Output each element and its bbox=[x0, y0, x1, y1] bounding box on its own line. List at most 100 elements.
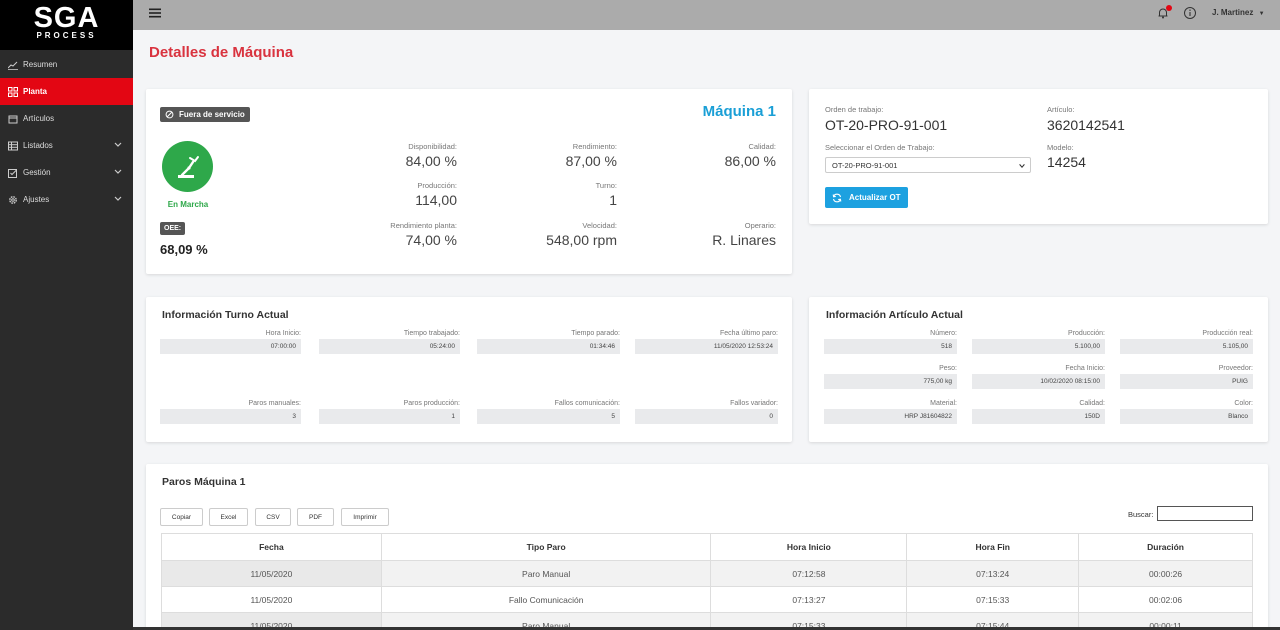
sidebar-item-resumen[interactable]: Resumen bbox=[0, 51, 133, 78]
gear-icon bbox=[8, 195, 18, 205]
metric-disponibilidad: Disponibilidad: 84,00 % bbox=[406, 142, 457, 169]
field-fecha-ultimo-paro: Fecha último paro: 11/05/2020 12:53:24 bbox=[635, 330, 778, 354]
table-cell: 07:15:44 bbox=[906, 612, 1080, 630]
table-cell: Fallo Comunicación bbox=[380, 586, 712, 613]
field-label: Fallos comunicación: bbox=[554, 400, 620, 407]
csv-button[interactable]: CSV bbox=[255, 508, 291, 526]
table-cell: 07:15:33 bbox=[906, 586, 1080, 613]
hamburger-menu-icon[interactable] bbox=[148, 6, 162, 20]
sidebar-item-label: Planta bbox=[23, 87, 48, 96]
search-input[interactable] bbox=[1157, 506, 1253, 521]
column-header-hora-fin[interactable]: Hora Fin bbox=[906, 533, 1080, 561]
brand-subtitle: PROCESS bbox=[36, 31, 97, 40]
sidebar-item-ajustes[interactable]: Ajustes bbox=[0, 186, 133, 213]
sidebar-item-articulos[interactable]: Artículos bbox=[0, 105, 133, 132]
field-value: HRP J81604822 bbox=[824, 409, 957, 424]
metric-rendimiento: Rendimiento: 87,00 % bbox=[566, 142, 617, 169]
column-header-duracion[interactable]: Duración bbox=[1078, 533, 1253, 561]
field-label: Número: bbox=[930, 330, 957, 337]
print-button[interactable]: Imprimir bbox=[341, 508, 389, 526]
field-label: Tiempo trabajado: bbox=[403, 330, 460, 337]
field-label: Proveedor: bbox=[1218, 365, 1253, 372]
modelo-value: 14254 bbox=[1047, 154, 1086, 170]
metric-label: Disponibilidad: bbox=[408, 142, 457, 151]
field-label: Color: bbox=[1234, 400, 1253, 407]
info-icon[interactable] bbox=[1183, 6, 1197, 20]
search-label: Buscar: bbox=[1128, 510, 1154, 519]
sidebar-item-label: Ajustes bbox=[23, 195, 50, 204]
out-of-service-badge: Fuera de servicio bbox=[160, 107, 250, 122]
field-fecha-inicio: Fecha Inicio: 10/02/2020 08:15:00 bbox=[972, 365, 1105, 389]
column-header-fecha[interactable]: Fecha bbox=[161, 533, 382, 561]
field-value: 3 bbox=[160, 409, 301, 424]
field-fallos-comunicacion: Fallos comunicación: 5 bbox=[477, 400, 620, 424]
field-value: 5.105,00 bbox=[1120, 339, 1253, 354]
table-cell: 07:13:24 bbox=[906, 560, 1080, 587]
ban-icon bbox=[165, 110, 174, 119]
metric-value: 548,00 rpm bbox=[546, 232, 617, 248]
notification-dot bbox=[1166, 5, 1172, 11]
box-icon bbox=[8, 114, 18, 124]
field-value: 5.100,00 bbox=[972, 339, 1105, 354]
brand-logo[interactable]: SGA PROCESS bbox=[0, 0, 133, 50]
metric-value: 87,00 % bbox=[565, 153, 617, 169]
metric-value: 114,00 bbox=[415, 192, 457, 208]
metric-label: Calidad: bbox=[748, 142, 776, 151]
table-row: 11/05/2020 Paro Manual 07:12:58 07:13:24… bbox=[161, 560, 1253, 587]
column-header-tipo-paro[interactable]: Tipo Paro bbox=[380, 533, 712, 561]
copy-button[interactable]: Copiar bbox=[160, 508, 203, 526]
chevron-down-icon bbox=[114, 142, 122, 147]
table-cell: Paro Manual bbox=[380, 560, 712, 587]
field-value: 150D bbox=[972, 409, 1105, 424]
field-label: Hora Inicio: bbox=[265, 330, 301, 337]
field-label: Fecha Inicio: bbox=[1065, 365, 1105, 372]
field-label: Fallos variador: bbox=[730, 400, 778, 407]
field-calidad: Calidad: 150D bbox=[972, 400, 1105, 424]
oee-badge: OEE: bbox=[160, 222, 186, 235]
sidebar-item-label: Listados bbox=[23, 141, 53, 150]
bell-icon[interactable] bbox=[1156, 6, 1170, 20]
table-cell: 00:00:11 bbox=[1078, 612, 1253, 630]
field-value: 11/05/2020 12:53:24 bbox=[635, 339, 778, 354]
update-ot-button[interactable]: Actualizar OT bbox=[825, 187, 908, 208]
field-tiempo-trabajado: Tiempo trabajado: 05:24:00 bbox=[319, 330, 460, 354]
work-order-select[interactable]: OT-20-PRO-91-001 bbox=[825, 157, 1031, 173]
table-cell: 07:13:27 bbox=[710, 586, 908, 613]
sidebar-item-gestion[interactable]: Gestión bbox=[0, 159, 133, 186]
field-value: 0 bbox=[635, 409, 778, 424]
topbar: J. Martinez ▼ bbox=[133, 0, 1280, 30]
pdf-button[interactable]: PDF bbox=[297, 508, 334, 526]
sidebar-item-listados[interactable]: Listados bbox=[0, 132, 133, 159]
metric-value: 86,00 % bbox=[724, 153, 776, 169]
field-peso: Peso: 775,00 kg bbox=[824, 365, 957, 389]
field-fallos-variador: Fallos variador: 0 bbox=[635, 400, 778, 424]
user-name: J. Martinez bbox=[1212, 8, 1254, 17]
article-info-card: Información Artículo Actual Número: 518 … bbox=[809, 297, 1268, 442]
refresh-icon bbox=[832, 193, 842, 202]
field-material: Material: HRP J81604822 bbox=[824, 400, 957, 424]
metric-value: 1 bbox=[609, 192, 617, 208]
metric-value: 84,00 % bbox=[405, 153, 457, 169]
sidebar-nav: Resumen Planta Artículos Listados Ges bbox=[0, 51, 133, 213]
excel-button[interactable]: Excel bbox=[209, 508, 248, 526]
machine-name: Máquina 1 bbox=[702, 103, 776, 120]
modelo-label: Modelo: bbox=[1047, 143, 1074, 152]
grid-icon bbox=[8, 86, 18, 97]
robot-arm-icon bbox=[177, 155, 199, 178]
metric-value: 74,00 % bbox=[405, 232, 457, 248]
sidebar-item-label: Artículos bbox=[23, 114, 55, 123]
user-menu[interactable]: J. Martinez ▼ bbox=[1212, 8, 1265, 17]
field-paros-produccion: Paros producción: 1 bbox=[319, 400, 460, 424]
sidebar-item-planta[interactable]: Planta bbox=[0, 78, 133, 105]
field-numero: Número: 518 bbox=[824, 330, 957, 354]
machine-status-indicator bbox=[162, 141, 213, 192]
metric-value: R. Linares bbox=[712, 232, 776, 248]
bottom-scrollbar[interactable] bbox=[133, 627, 1280, 630]
metric-label: Rendimiento planta: bbox=[390, 221, 457, 230]
column-header-hora-inicio[interactable]: Hora Inicio bbox=[710, 533, 908, 561]
field-value: 518 bbox=[824, 339, 957, 354]
field-label: Producción: bbox=[1068, 330, 1105, 337]
metric-operario: Operario: R. Linares bbox=[712, 221, 776, 248]
field-produccion-real: Producción real: 5.105,00 bbox=[1120, 330, 1253, 354]
field-value: 05:24:00 bbox=[319, 339, 460, 354]
